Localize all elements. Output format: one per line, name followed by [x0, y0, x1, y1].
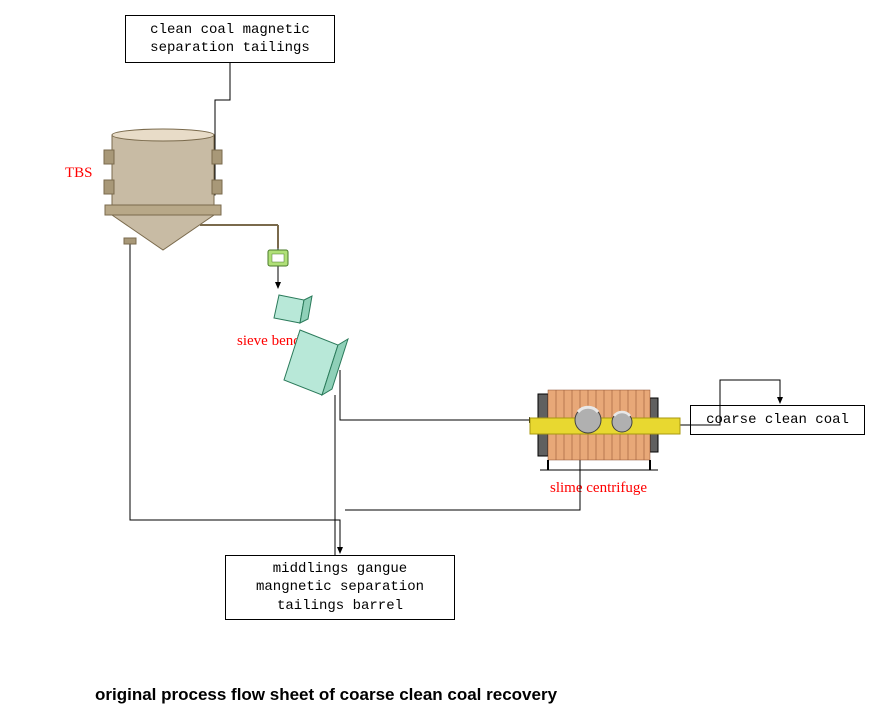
- slime-centrifuge-label: slime centrifuge: [550, 480, 647, 497]
- sieve-bend-label: sieve bend: [237, 333, 301, 350]
- diagram-title: original process flow sheet of coarse cl…: [95, 685, 557, 705]
- input-line1: clean coal magnetic: [150, 21, 310, 39]
- input-box: clean coal magnetic separation tailings: [125, 15, 335, 63]
- tbs-icon: [104, 129, 288, 266]
- input-line2: separation tailings: [150, 39, 310, 57]
- bottom-line1: middlings gangue: [273, 560, 407, 578]
- slime-centrifuge-icon: [530, 390, 680, 470]
- right-output-box: coarse clean coal: [690, 405, 865, 435]
- bottom-line2: mangnetic separation: [256, 578, 424, 596]
- tbs-label: TBS: [65, 165, 93, 182]
- bottom-line3: tailings barrel: [277, 597, 403, 615]
- right-line1: coarse clean coal: [706, 411, 849, 429]
- bottom-output-box: middlings gangue mangnetic separation ta…: [225, 555, 455, 620]
- flow-lines: [130, 63, 780, 555]
